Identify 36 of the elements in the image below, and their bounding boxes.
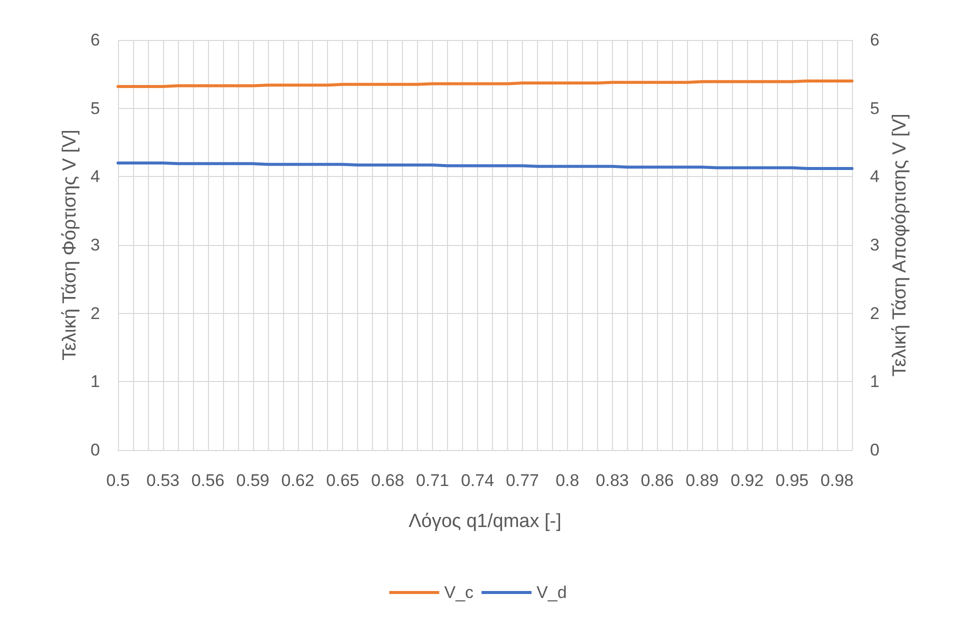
x-tick-label: 0.8 — [556, 471, 580, 490]
x-tick-label: 0.65 — [326, 471, 360, 490]
y-tick-label: 0 — [90, 440, 100, 460]
x-tick-label: 0.83 — [596, 471, 629, 490]
x-axis-title: Λόγος q1/qmax [-] — [408, 511, 562, 532]
legend-label: V_d — [536, 583, 567, 602]
x-tick-label: 0.74 — [460, 471, 494, 490]
x-tick-label: 0.56 — [191, 471, 224, 490]
y-tick-label: 3 — [90, 236, 100, 254]
x-tick-label: 0.59 — [236, 471, 270, 490]
x-tick-label: 0.92 — [730, 471, 764, 490]
y2-tick-label: 2 — [870, 304, 880, 323]
x-tick-label: 0.89 — [686, 471, 719, 490]
y2-tick-label: 5 — [870, 98, 880, 118]
y2-tick-label: 0 — [870, 440, 880, 460]
y-tick-label: 2 — [90, 304, 100, 323]
x-tick-label: 0.86 — [640, 471, 674, 490]
y2-tick-label: 3 — [870, 236, 880, 254]
x-tick-label: 0.62 — [281, 471, 314, 490]
x-tick-label: 0.95 — [776, 471, 809, 490]
y2-tick-label: 6 — [870, 30, 880, 50]
y-axis-title: Τελική Τάση Φόρτισης V [V] — [60, 130, 81, 360]
y-tick-label: 5 — [90, 98, 100, 118]
x-tick-label: 0.77 — [506, 471, 539, 490]
x-tick-label: 0.68 — [371, 471, 404, 490]
legend-label: V_c — [444, 583, 474, 602]
x-tick-label: 0.53 — [146, 471, 180, 490]
y2-tick-label: 1 — [870, 372, 880, 392]
y-tick-label: 6 — [90, 30, 100, 50]
y2-tick-label: 4 — [870, 167, 880, 186]
y-tick-label: 4 — [90, 167, 100, 186]
y-tick-label: 1 — [90, 372, 100, 392]
x-tick-label: 0.5 — [106, 471, 130, 490]
x-tick-label: 0.98 — [820, 471, 854, 490]
x-tick-label: 0.71 — [416, 471, 450, 490]
y2-axis-title: Τελική Τάση Αποφόρτισης V [V] — [889, 114, 910, 376]
